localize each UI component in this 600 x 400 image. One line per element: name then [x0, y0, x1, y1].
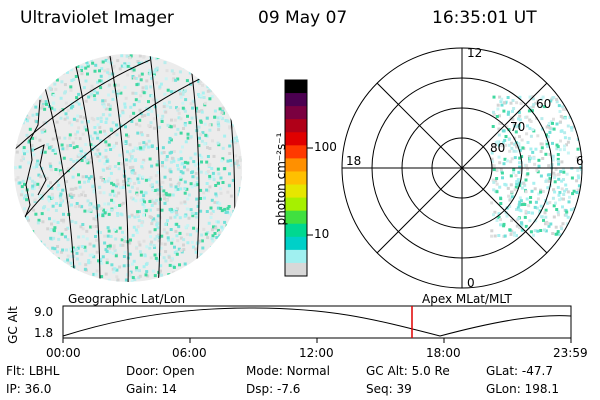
colorbar	[284, 79, 313, 277]
polar-ring-60: 60	[536, 97, 552, 111]
info-mode: Mode: Normal	[246, 364, 330, 378]
polar-label-bottom: 0	[467, 276, 475, 290]
polar-label-left: 18	[346, 154, 362, 168]
info-glat: GLat: -47.7	[486, 364, 553, 378]
polar-ring-80: 80	[490, 141, 506, 155]
timeline-axis-label: GC Alt	[6, 306, 20, 344]
info-door: Door: Open	[126, 364, 195, 378]
polar-plot	[341, 47, 583, 289]
timeline-ytick-high: 9.0	[34, 305, 54, 319]
info-flt: Flt: LBHL	[6, 364, 60, 378]
earth-disk-image	[14, 54, 242, 282]
polar-label-top: 12	[467, 46, 483, 60]
timeline-ytick-low: 1.8	[34, 326, 54, 340]
instrument-title: Ultraviolet Imager	[20, 8, 174, 28]
info-dsp: Dsp: -7.6	[246, 382, 301, 396]
timeline-left-label: Geographic Lat/Lon	[68, 292, 186, 306]
polar-label-right: 6	[576, 154, 584, 168]
altitude-timeline	[62, 305, 572, 343]
timeline-xtick: 06:00	[172, 346, 207, 360]
timeline-right-label: Apex MLat/MLT	[422, 292, 512, 306]
colorbar-unit-label: photon cm⁻²s⁻¹	[274, 132, 288, 226]
info-gc-alt: GC Alt: 5.0 Re	[366, 364, 450, 378]
colorbar-tick-10: 10	[314, 227, 330, 241]
timeline-xtick: 23:59	[553, 346, 588, 360]
info-ip: IP: 36.0	[6, 382, 52, 396]
timeline-xtick: 18:00	[426, 346, 461, 360]
time-label: 16:35:01 UT	[432, 8, 537, 28]
date-label: 09 May 07	[258, 8, 348, 28]
timeline-xtick: 00:00	[46, 346, 81, 360]
timeline-xtick: 12:00	[299, 346, 334, 360]
polar-ring-70: 70	[510, 120, 526, 134]
colorbar-tick-100: 100	[314, 140, 337, 154]
info-seq: Seq: 39	[366, 382, 412, 396]
info-gain: Gain: 14	[126, 382, 177, 396]
info-glon: GLon: 198.1	[486, 382, 559, 396]
